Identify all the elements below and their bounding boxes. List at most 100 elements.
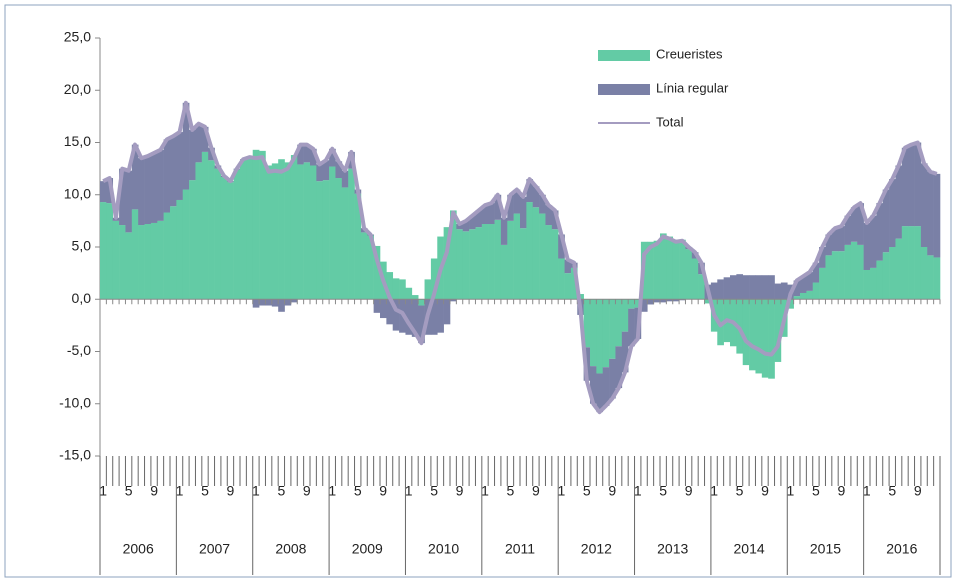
bar xyxy=(520,228,527,300)
x-tick-label: 1 xyxy=(863,483,871,499)
bar xyxy=(112,220,120,300)
bar xyxy=(316,164,324,182)
bar xyxy=(596,299,604,374)
bar xyxy=(819,247,826,268)
bar xyxy=(863,222,871,270)
bar xyxy=(901,147,909,227)
bar xyxy=(119,225,126,300)
chart-border xyxy=(4,4,952,578)
bar xyxy=(462,220,470,232)
bar xyxy=(430,299,438,335)
bar xyxy=(348,168,355,300)
bar xyxy=(532,186,540,208)
bar xyxy=(488,224,495,300)
bar xyxy=(730,275,737,300)
bar xyxy=(838,251,845,300)
bar xyxy=(698,274,705,300)
bar xyxy=(271,163,279,300)
bar xyxy=(749,275,756,300)
bar xyxy=(150,222,158,300)
bar xyxy=(666,299,674,302)
bar xyxy=(240,160,247,300)
bar xyxy=(927,171,934,256)
bar xyxy=(723,277,731,300)
bar xyxy=(373,245,381,300)
bar xyxy=(100,202,107,300)
bar xyxy=(386,299,394,325)
bar xyxy=(863,269,871,300)
bar xyxy=(933,257,941,300)
bar xyxy=(831,228,839,252)
year-label: 2011 xyxy=(505,541,535,557)
x-tick-label: 9 xyxy=(761,483,769,499)
y-tick-label: 0,0 xyxy=(72,290,92,306)
bar xyxy=(889,247,896,300)
bar xyxy=(609,358,616,399)
bar xyxy=(628,299,635,309)
bar xyxy=(106,203,114,300)
year-label: 2010 xyxy=(428,541,459,557)
bar xyxy=(679,299,686,301)
bar xyxy=(392,299,400,331)
bar xyxy=(373,299,381,313)
bar xyxy=(634,299,642,308)
x-tick-label: 1 xyxy=(176,483,184,499)
bar xyxy=(360,232,368,300)
bar xyxy=(526,202,534,300)
bar xyxy=(564,259,572,274)
bar xyxy=(838,226,845,252)
bar xyxy=(278,299,285,312)
bar xyxy=(310,148,317,166)
y-tick-label: -10,0 xyxy=(59,394,91,410)
y-tick-label: -15,0 xyxy=(59,447,91,463)
y-tick-label: -5,0 xyxy=(67,342,91,358)
bar xyxy=(284,162,292,300)
bar xyxy=(335,178,343,300)
bar xyxy=(647,241,654,300)
bar xyxy=(640,299,648,312)
bar xyxy=(214,168,222,300)
legend-label: Creueristes xyxy=(656,46,723,61)
bar xyxy=(551,210,559,230)
bar xyxy=(259,299,266,306)
bar xyxy=(392,278,400,300)
bar xyxy=(831,251,839,300)
bar xyxy=(920,163,928,247)
bar xyxy=(297,164,304,300)
bar xyxy=(532,207,540,300)
bar xyxy=(755,275,763,300)
bar xyxy=(513,189,521,214)
x-tick-label: 5 xyxy=(430,483,438,499)
bar xyxy=(481,205,489,225)
bar xyxy=(405,287,413,300)
bar xyxy=(469,215,476,230)
bar xyxy=(755,299,763,374)
x-tick-label: 9 xyxy=(532,483,540,499)
bar xyxy=(354,193,362,300)
bar xyxy=(933,173,941,258)
bar xyxy=(316,181,324,300)
bar xyxy=(125,170,133,233)
bar xyxy=(908,144,915,227)
bar xyxy=(768,275,775,300)
bar xyxy=(857,244,864,300)
bar xyxy=(195,123,203,163)
bar xyxy=(329,148,336,167)
bar xyxy=(545,225,553,300)
bar xyxy=(297,144,304,165)
bar xyxy=(500,217,508,245)
bar xyxy=(443,227,451,300)
bar xyxy=(195,162,203,300)
bar xyxy=(144,156,152,225)
x-tick-label: 9 xyxy=(837,483,845,499)
bar xyxy=(322,160,330,181)
bar xyxy=(310,165,317,300)
bar xyxy=(679,239,686,300)
bar xyxy=(800,276,807,293)
x-tick-label: 9 xyxy=(227,483,235,499)
x-tick-label: 9 xyxy=(303,483,311,499)
bar xyxy=(602,367,610,406)
year-label: 2007 xyxy=(199,541,230,557)
bar xyxy=(481,224,489,300)
